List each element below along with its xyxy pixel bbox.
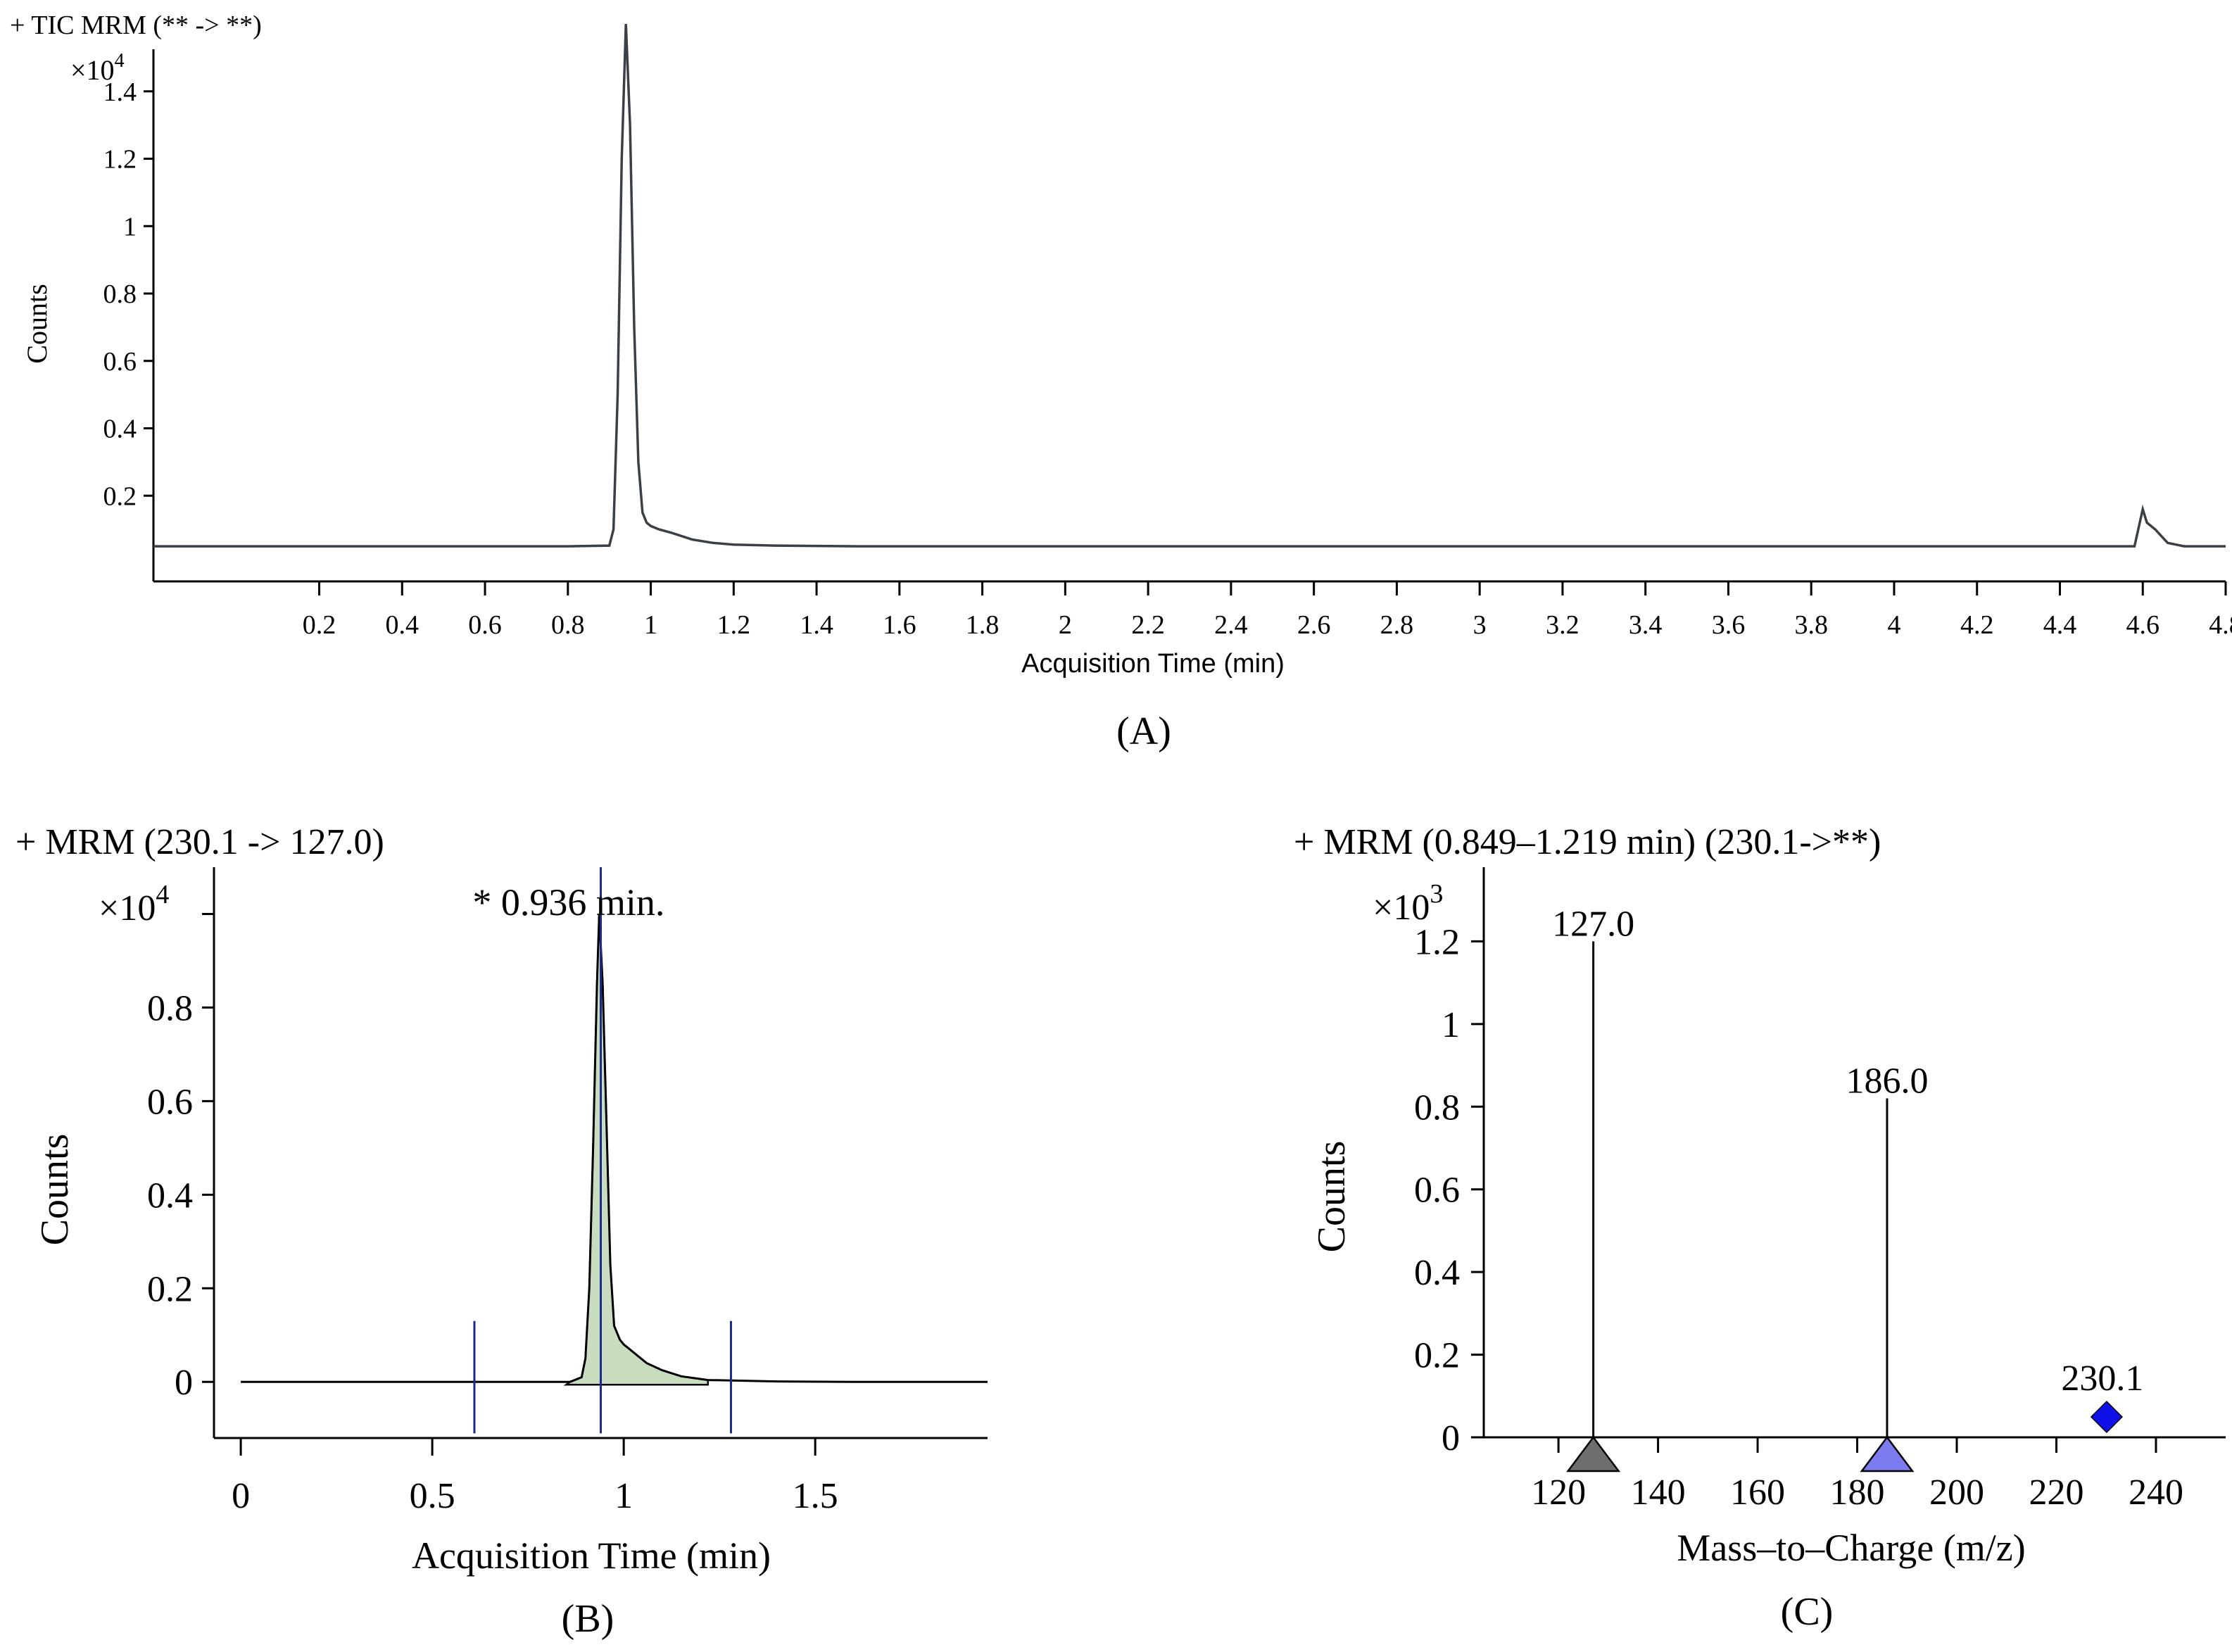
chart-a-x-tick-label: 3.8 <box>1794 610 1828 640</box>
chart-b-x-tick-label: 1.5 <box>793 1476 838 1516</box>
chart-a-x-tick-label: 4.4 <box>2043 610 2077 640</box>
chart-a-y-axis-label: Counts <box>21 284 53 363</box>
chart-a-x-tick-label: 2.2 <box>1131 610 1165 640</box>
chart-c-precursor-marker-triangle <box>1860 1435 1915 1473</box>
chart-a-x-tick-label: 1.2 <box>717 610 751 640</box>
chart-c-x-tick-label: 140 <box>1631 1473 1686 1513</box>
chart-b-x-axis-label: Acquisition Time (min) <box>412 1534 771 1577</box>
chart-a-y-tick-label: 1 <box>123 212 137 241</box>
chart-a-y-tick-label: 0.4 <box>103 415 137 444</box>
chart-a-x-tick-label: 3 <box>1473 610 1487 640</box>
chart-b-x-tick-label: 0.5 <box>410 1476 455 1516</box>
chart-c-y-multiplier: ×103 <box>1373 879 1443 928</box>
chart-a-x-tick-label: 4 <box>1887 610 1900 640</box>
chart-b-panel-label: (B) <box>562 1597 614 1641</box>
chart-c-y-tick-label: 1 <box>1442 1005 1460 1045</box>
chart-b-y-axis-label: Counts <box>33 1134 77 1246</box>
chart-b-series-line <box>241 914 988 1383</box>
chart-c-y-tick-label: 0 <box>1442 1418 1460 1458</box>
chart-c-x-tick-label: 220 <box>2029 1473 2083 1513</box>
chart-a-x-tick-label: 2.4 <box>1214 610 1248 640</box>
chart-c-y-tick-label: 0.2 <box>1414 1336 1460 1376</box>
chart-c-y-tick-label: 0.4 <box>1414 1253 1460 1293</box>
chart-b-y-multiplier: ×104 <box>99 880 169 928</box>
chart-a-x-tick-label: 0.2 <box>303 610 336 640</box>
chart-a-x-tick-label: 1.4 <box>800 610 833 640</box>
chart-a-x-tick-label: 4.6 <box>2126 610 2160 640</box>
chart-b-y-tick-label: 0.2 <box>147 1269 193 1309</box>
chart-b: + MRM (230.1 -> 127.0) ×104 Counts 0 0.2 0… <box>15 822 988 1641</box>
chart-a-x-tick-label: 2 <box>1059 610 1072 640</box>
chart-c-peak-label: 127.0 <box>1552 904 1634 944</box>
chart-c-y-tick-label: 0.8 <box>1414 1087 1460 1128</box>
chart-a-x-tick-label: 1.8 <box>966 610 1000 640</box>
chart-c-panel-label: (C) <box>1781 1590 1834 1634</box>
chart-b-peak-annotation: * 0.936 min. <box>472 881 664 923</box>
chart-c-x-axis-label: Mass–to–Charge (m/z) <box>1677 1527 2025 1569</box>
chart-a-y-tick-label: 0.6 <box>103 347 137 377</box>
chart-a-x-tick-label: 0.8 <box>551 610 585 640</box>
chart-a-x-tick-label: 4.8 <box>2209 610 2232 640</box>
chart-a-y-multiplier: ×104 <box>70 50 125 86</box>
chart-a-y-tick-label: 1.4 <box>103 77 137 107</box>
chart-b-title: + MRM (230.1 -> 127.0) <box>15 822 384 862</box>
chart-c-x-tick-label: 180 <box>1830 1473 1885 1513</box>
chart-a-x-tick-label: 3.2 <box>1546 610 1580 640</box>
chart-a-x-tick-label: 0.6 <box>468 610 502 640</box>
chart-a-x-tick-label: 1 <box>644 610 657 640</box>
chart-a-x-axis-label: Acquisition Time (min) <box>1021 649 1285 679</box>
chart-b-y-tick-label: 0.8 <box>147 988 193 1028</box>
chart-a-title: + TIC MRM (** -> **) <box>10 11 262 40</box>
chart-c-precursor-marker-triangle <box>1566 1435 1621 1473</box>
chart-a-x-tick-label: 1.6 <box>883 610 916 640</box>
chart-a-x-tick-label: 3.6 <box>1712 610 1746 640</box>
chart-c-title: + MRM (0.849–1.219 min) (230.1->**) <box>1294 822 1881 862</box>
chart-b-y-tick-label: 0 <box>175 1363 193 1403</box>
chart-c-peak-label: 230.1 <box>2061 1358 2143 1399</box>
chart-a-y-tick-label: 0.2 <box>103 481 137 511</box>
chart-c-x-tick-label: 200 <box>1929 1473 1984 1513</box>
chart-c-x-tick-label: 120 <box>1531 1473 1586 1513</box>
chart-a-x-tick-label: 2.6 <box>1297 610 1331 640</box>
chart-c-y-axis-label: Counts <box>1310 1141 1354 1253</box>
chart-b-y-tick-label: 0.4 <box>147 1175 193 1216</box>
chart-c-x-tick-label: 240 <box>2129 1473 2183 1513</box>
chart-c-precursor-marker-diamond <box>2090 1400 2124 1434</box>
chart-a-x-tick-label: 3.4 <box>1629 610 1663 640</box>
chart-a-y-tick-label: 1.2 <box>103 145 137 175</box>
chart-a-x-tick-label: 0.4 <box>386 610 420 640</box>
chart-c-y-tick-label: 1.2 <box>1414 922 1460 962</box>
chart-a-series-line <box>153 23 2226 548</box>
chart-a-panel-label: (A) <box>1116 710 1171 753</box>
chart-b-x-tick-label: 1 <box>614 1476 633 1516</box>
chart-a-y-tick-label: 0.8 <box>103 279 137 309</box>
chart-b-x-tick-label: 0 <box>232 1476 250 1516</box>
chart-a-x-tick-label: 4.2 <box>1960 610 1994 640</box>
chart-b-y-tick-label: 0.6 <box>147 1082 193 1122</box>
chart-c: + MRM (0.849–1.219 min) (230.1->**) ×103… <box>1294 822 2226 1634</box>
chart-c-x-tick-label: 160 <box>1730 1473 1785 1513</box>
chart-c-y-tick-label: 0.6 <box>1414 1171 1460 1211</box>
chart-a: + TIC MRM (** -> **) ×104 Counts 0.2 0.4 0… <box>10 11 2232 753</box>
chart-c-peak-label: 186.0 <box>1846 1061 1928 1102</box>
chart-a-x-tick-label: 2.8 <box>1380 610 1414 640</box>
